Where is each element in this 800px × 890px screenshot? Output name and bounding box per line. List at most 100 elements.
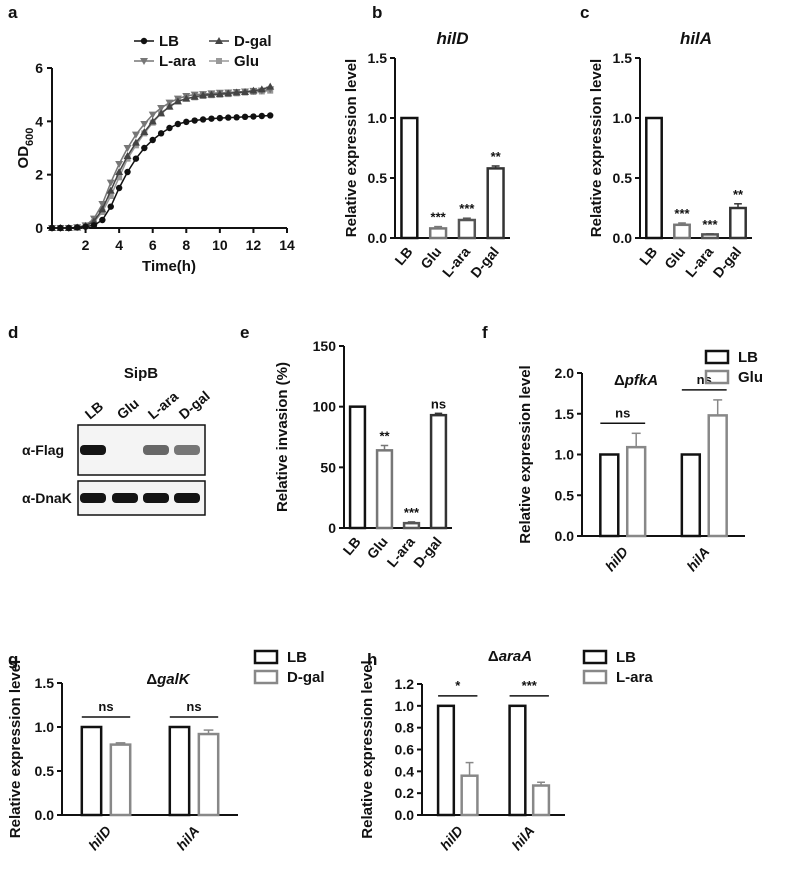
- panel-letter-d: d: [8, 323, 18, 342]
- bar: [486, 167, 505, 240]
- legend-label: LB: [616, 649, 636, 666]
- y-tick-label: 0.0: [368, 230, 388, 246]
- y-tick-label: 1.2: [395, 676, 415, 692]
- y-axis-title-subscript: 600: [24, 128, 36, 146]
- x-tick-label: D-gal: [467, 244, 502, 281]
- y-tick-label: 0: [328, 520, 336, 536]
- blot-title: SipB: [124, 365, 158, 382]
- x-tick-label: LB: [340, 534, 364, 559]
- data-point-circle: [124, 168, 131, 176]
- data-point-triangle: [89, 217, 98, 225]
- y-tick-label: 4: [35, 113, 43, 129]
- y-tick-label: 0.5: [35, 763, 55, 779]
- significance-label: ns: [98, 699, 113, 714]
- x-tick-label: hilD: [437, 823, 466, 854]
- bar: [402, 521, 421, 530]
- blot-panel-dnak: [77, 480, 206, 516]
- data-point-circle: [73, 224, 81, 231]
- chart-title: ΔgalK: [146, 671, 190, 688]
- bar: [457, 218, 477, 240]
- y-tick-label: 0.0: [555, 528, 575, 544]
- y-tick-label: 0.4: [395, 763, 415, 779]
- bar-lb: [168, 725, 191, 817]
- chart-title-delta: Δ: [614, 372, 625, 389]
- bar-d-gal: [109, 743, 132, 817]
- legend-label: L-ara: [616, 669, 653, 686]
- data-point-triangle: [215, 37, 223, 44]
- y-tick-label: 0.8: [395, 720, 415, 736]
- x-tick-label: LB: [391, 244, 415, 269]
- bar: [729, 206, 747, 240]
- y-axis-title: Relative expression level: [359, 660, 376, 838]
- y-tick-label: 1.0: [35, 719, 55, 735]
- bar-lb: [80, 725, 103, 817]
- x-tick-label: D-gal: [710, 244, 745, 281]
- panel-letter-b: b: [372, 3, 382, 22]
- x-tick-label: 10: [212, 237, 228, 253]
- y-tick-label: 1.0: [555, 447, 575, 463]
- blot-row-label: α-DnaK: [22, 490, 72, 506]
- y-tick-label: 0: [35, 220, 43, 236]
- x-tick-label: hilA: [173, 823, 202, 854]
- data-point-circle: [65, 224, 72, 232]
- y-tick-label: 0.5: [613, 170, 633, 186]
- legend-swatch: [582, 669, 608, 685]
- x-axis-title: Time(h): [142, 258, 196, 275]
- y-tick-label: 0.2: [395, 785, 415, 801]
- data-point-triangle: [190, 92, 199, 100]
- chart-title: hilA: [680, 29, 712, 48]
- significance-label: **: [491, 149, 502, 164]
- significance-label: ns: [186, 699, 201, 714]
- bar: [645, 116, 663, 240]
- data-point-circle: [233, 114, 240, 121]
- y-axis-title: OD600: [15, 128, 36, 169]
- significance-label: **: [379, 428, 390, 443]
- data-point-triangle: [106, 186, 115, 194]
- data-point-triangle: [131, 138, 140, 146]
- legend-label: D-gal: [287, 669, 325, 686]
- y-tick-label: 0.6: [395, 742, 415, 758]
- blot-lane-label: LB: [82, 398, 107, 422]
- significance-label: ns: [697, 372, 712, 387]
- data-point-triangle: [207, 90, 216, 98]
- data-point-circle: [48, 224, 56, 232]
- chart-title: hilD: [436, 29, 468, 48]
- legend-swatch: [253, 669, 279, 685]
- data-point-square: [107, 193, 114, 199]
- legend-label: D-gal: [234, 33, 272, 50]
- y-tick-label: 0.5: [555, 487, 575, 503]
- y-tick-label: 1.0: [395, 698, 415, 714]
- y-tick-label: 0.5: [368, 170, 388, 186]
- data-point-circle: [140, 37, 148, 45]
- data-point-triangle: [257, 85, 266, 93]
- x-tick-label: 14: [279, 237, 295, 253]
- significance-label: *: [455, 678, 461, 693]
- chart-title: ΔpfkA: [614, 372, 658, 389]
- bar-lb: [680, 453, 702, 538]
- bar: [428, 227, 448, 240]
- data-point-circle: [107, 203, 114, 210]
- bar-glu: [707, 414, 728, 538]
- chart-title-gene: araA: [499, 648, 532, 665]
- significance-label: ***: [702, 217, 718, 232]
- data-point-triangle-down: [140, 121, 149, 128]
- bar: [400, 116, 419, 240]
- panel-letter-f: f: [482, 323, 488, 342]
- data-point-square: [216, 58, 222, 64]
- blot-lane-label: L-ara: [145, 388, 182, 422]
- x-tick-label: 12: [246, 237, 262, 253]
- data-point-triangle: [115, 168, 124, 175]
- series-d-gal: [48, 82, 275, 231]
- bar: [375, 449, 394, 530]
- data-point-triangle: [266, 82, 275, 90]
- chart-title: ΔaraA: [488, 648, 532, 665]
- data-point-triangle: [140, 128, 149, 135]
- significance-label: ***: [431, 210, 447, 225]
- data-point-triangle-down: [115, 161, 124, 168]
- bar: [701, 233, 719, 240]
- bar-lb: [508, 704, 527, 817]
- data-point-circle: [166, 124, 173, 132]
- data-point-circle: [241, 113, 249, 121]
- blot-lane-label: Glu: [114, 395, 142, 422]
- blot-band: [143, 445, 169, 455]
